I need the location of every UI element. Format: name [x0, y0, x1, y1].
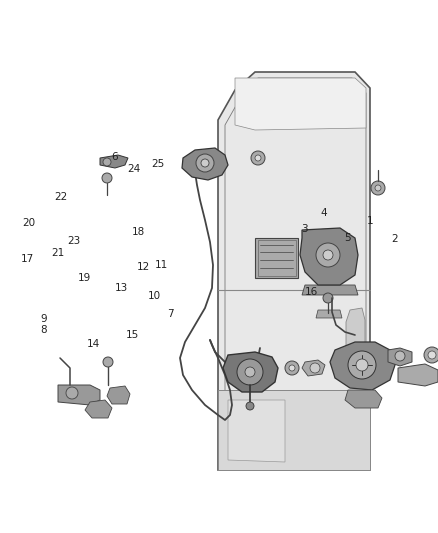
Circle shape — [251, 151, 265, 165]
Text: 24: 24 — [127, 165, 140, 174]
Polygon shape — [58, 385, 100, 405]
Circle shape — [285, 361, 299, 375]
Circle shape — [310, 363, 320, 373]
Polygon shape — [388, 348, 412, 366]
Polygon shape — [235, 78, 366, 130]
Circle shape — [323, 293, 333, 303]
Circle shape — [255, 155, 261, 161]
Text: 14: 14 — [87, 339, 100, 349]
Circle shape — [395, 351, 405, 361]
Circle shape — [371, 181, 385, 195]
Polygon shape — [330, 342, 395, 390]
Polygon shape — [316, 310, 342, 318]
Text: 13: 13 — [115, 283, 128, 293]
Circle shape — [323, 250, 333, 260]
Circle shape — [348, 351, 376, 379]
Polygon shape — [107, 386, 130, 404]
Text: 25: 25 — [151, 159, 164, 169]
Circle shape — [316, 243, 340, 267]
Circle shape — [103, 357, 113, 367]
Polygon shape — [218, 72, 370, 470]
Circle shape — [245, 367, 255, 377]
Text: 10: 10 — [148, 291, 161, 301]
Polygon shape — [228, 400, 285, 462]
Polygon shape — [300, 228, 358, 285]
Circle shape — [424, 347, 438, 363]
Text: 12: 12 — [137, 262, 150, 271]
Text: 22: 22 — [55, 192, 68, 202]
Text: 6: 6 — [111, 152, 118, 162]
Text: 1: 1 — [367, 216, 374, 226]
Text: 16: 16 — [305, 287, 318, 297]
Circle shape — [375, 185, 381, 191]
Circle shape — [356, 359, 368, 371]
Text: 19: 19 — [78, 273, 91, 283]
Circle shape — [246, 402, 254, 410]
Text: 11: 11 — [155, 261, 168, 270]
Polygon shape — [223, 352, 278, 392]
Circle shape — [102, 173, 112, 183]
Circle shape — [237, 359, 263, 385]
Text: 23: 23 — [67, 236, 80, 246]
Polygon shape — [100, 155, 128, 168]
Text: 9: 9 — [40, 314, 47, 324]
Text: 3: 3 — [301, 224, 308, 234]
Polygon shape — [218, 390, 370, 470]
Polygon shape — [302, 360, 325, 376]
Circle shape — [201, 159, 209, 167]
Text: 7: 7 — [167, 310, 174, 319]
Circle shape — [196, 154, 214, 172]
Polygon shape — [182, 148, 228, 180]
Text: 15: 15 — [126, 330, 139, 340]
Text: 18: 18 — [131, 227, 145, 237]
Circle shape — [103, 158, 111, 166]
Text: 8: 8 — [40, 326, 47, 335]
Text: 17: 17 — [21, 254, 34, 263]
Circle shape — [289, 365, 295, 371]
Polygon shape — [398, 364, 438, 386]
Text: 20: 20 — [22, 218, 35, 228]
Circle shape — [428, 351, 436, 359]
Polygon shape — [345, 390, 382, 408]
Polygon shape — [302, 285, 358, 295]
Polygon shape — [85, 400, 112, 418]
Polygon shape — [255, 238, 298, 278]
Polygon shape — [346, 308, 365, 360]
Circle shape — [66, 387, 78, 399]
Text: 5: 5 — [344, 233, 351, 243]
Text: 21: 21 — [51, 248, 64, 258]
Text: 4: 4 — [321, 208, 328, 218]
Text: 2: 2 — [391, 234, 398, 244]
